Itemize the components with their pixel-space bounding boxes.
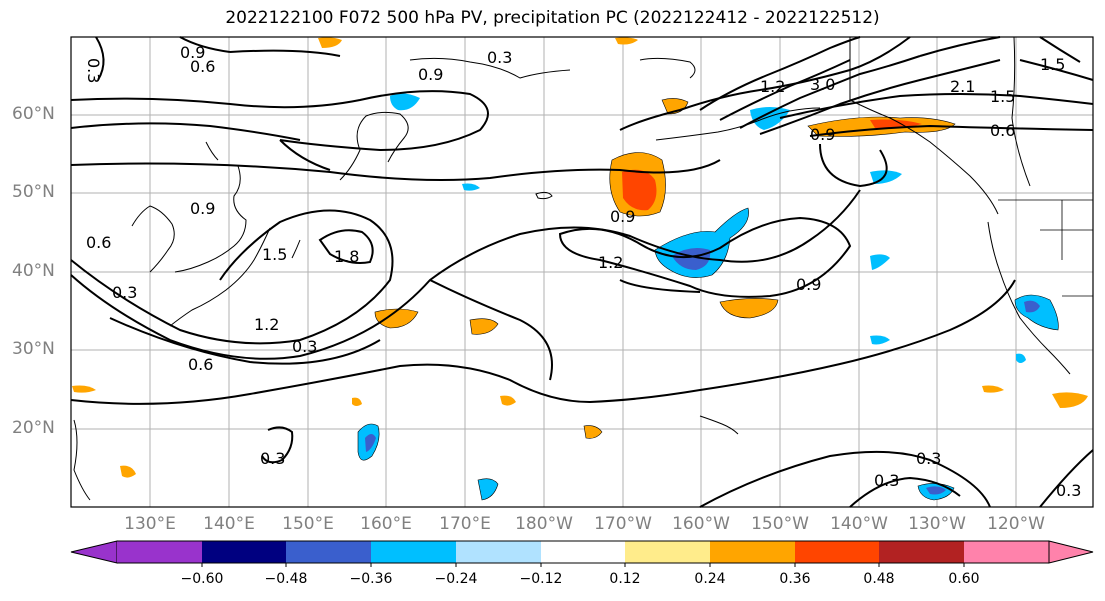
colorbar-tick-label: 0.48 xyxy=(863,571,895,587)
lon-label: 150°W xyxy=(751,514,809,534)
colorbar-segment xyxy=(202,541,286,563)
colorbar-segment xyxy=(964,541,1049,563)
lat-label: 20°N xyxy=(12,418,55,438)
contour-label: 0.6 xyxy=(86,233,111,252)
pv-contours xyxy=(70,36,1094,508)
contour-label: 1.5 xyxy=(1040,55,1065,74)
lat-label: 50°N xyxy=(12,182,55,202)
contour-label: 0.3 xyxy=(260,449,285,468)
contour-label: 0.6 xyxy=(188,355,213,374)
lon-label: 150°E xyxy=(282,514,334,534)
colorbar-tick-label: 0.12 xyxy=(609,571,641,587)
map-title: 2022122100 F072 500 hPa PV, precipitatio… xyxy=(225,8,880,28)
contour-label: 3.0 xyxy=(810,75,835,94)
colorbar-segment xyxy=(371,541,456,563)
colorbar-tick-label: −0.12 xyxy=(519,571,563,587)
lat-label: 40°N xyxy=(12,261,55,281)
colorbar-tick-label: 0.24 xyxy=(694,571,726,587)
colorbar-segment xyxy=(117,541,202,563)
colorbar-tick-label: −0.24 xyxy=(434,571,478,587)
colorbar-segment xyxy=(541,541,625,563)
lon-label: 170°E xyxy=(439,514,491,534)
contour-label: 0.6 xyxy=(990,121,1015,140)
colorbar-tick-label: −0.36 xyxy=(349,571,393,587)
contour-label: 0.6 xyxy=(190,57,215,76)
coastlines xyxy=(73,36,1071,501)
contour-label: 0.9 xyxy=(810,125,835,144)
colorbar-tick-label: −0.60 xyxy=(180,571,224,587)
precip-fill-positive xyxy=(72,37,1088,478)
contour-label: 0.9 xyxy=(796,275,821,294)
colorbar xyxy=(70,540,1094,567)
contour-label: 0.3 xyxy=(916,449,941,468)
colorbar-extend-low xyxy=(70,540,118,564)
contour-label: 0.9 xyxy=(190,199,215,218)
contour-label: 0.3 xyxy=(112,283,137,302)
colorbar-segment xyxy=(879,541,964,563)
lon-label: 130°E xyxy=(124,514,176,534)
contour-label: 0.9 xyxy=(180,43,205,62)
colorbar-segment xyxy=(625,541,710,563)
colorbar-tick-label: 0.36 xyxy=(779,571,811,587)
lon-label: 140°E xyxy=(203,514,255,534)
contour-label: 0.9 xyxy=(610,207,635,226)
colorbar-segment xyxy=(286,541,371,563)
lat-label: 30°N xyxy=(12,339,55,359)
lon-label: 180°W xyxy=(515,514,573,534)
contour-label: 1.2 xyxy=(760,77,785,96)
lon-label: 170°W xyxy=(594,514,652,534)
borders xyxy=(998,199,1093,297)
contour-label: 2.1 xyxy=(950,77,975,96)
lon-label: 120°W xyxy=(987,514,1045,534)
lon-label: 140°W xyxy=(830,514,888,534)
plot-frame xyxy=(70,36,1094,508)
colorbar-segment xyxy=(456,541,541,563)
lon-label: 160°E xyxy=(360,514,412,534)
contour-labels: 0.3 0.9 0.6 0.9 0.3 0.9 0.6 0.3 1.5 1.8 … xyxy=(84,43,1081,500)
contour-label: 0.3 xyxy=(487,48,512,67)
colorbar-tick-label: 0.60 xyxy=(948,571,980,587)
contour-label: 0.3 xyxy=(292,337,317,356)
contour-label: 1.5 xyxy=(990,87,1015,106)
colorbar-tick-label: −0.48 xyxy=(264,571,308,587)
colorbar-extend-high xyxy=(1048,540,1094,564)
colorbar-segment xyxy=(795,541,879,563)
contour-label: 0.3 xyxy=(84,58,103,83)
contour-label: 1.2 xyxy=(254,315,279,334)
lon-label: 160°W xyxy=(672,514,730,534)
lat-label: 60°N xyxy=(12,104,55,124)
lon-label: 130°W xyxy=(908,514,966,534)
precip-fill-negative xyxy=(357,93,1059,501)
contour-label: 0.3 xyxy=(1056,481,1081,500)
contour-label: 0.9 xyxy=(418,65,443,84)
contour-label: 0.3 xyxy=(874,471,899,490)
contour-label: 1.8 xyxy=(334,247,359,266)
colorbar-segment xyxy=(710,541,795,563)
contour-label: 1.2 xyxy=(598,253,623,272)
contour-label: 1.5 xyxy=(262,245,287,264)
